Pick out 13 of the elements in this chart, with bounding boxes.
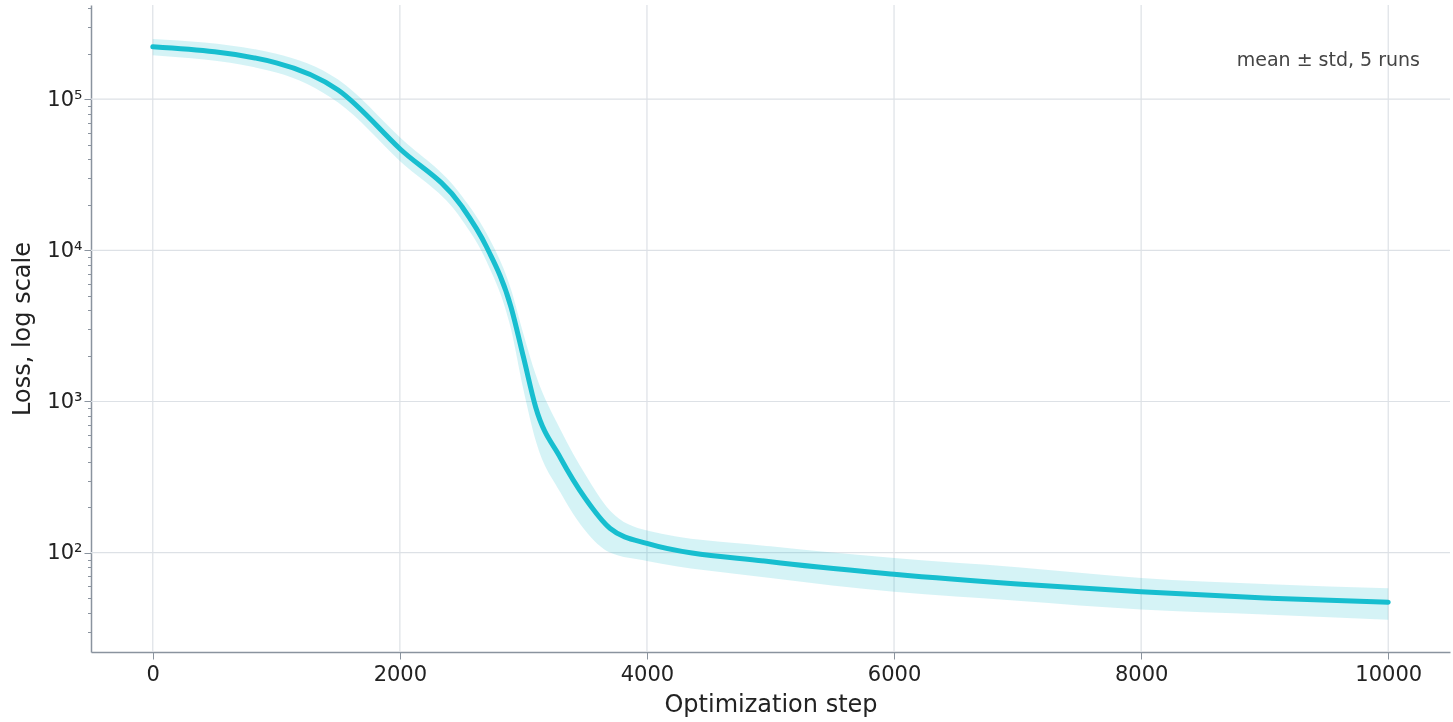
x-tick-label: 8000	[1114, 661, 1169, 686]
x-axis-title: Optimization step	[664, 689, 878, 718]
y-tick-label: 10²	[47, 540, 83, 565]
x-tick-label: 0	[146, 661, 160, 686]
y-axis-title: Loss, log scale	[8, 242, 37, 416]
x-tick-label: 10000	[1355, 661, 1423, 686]
x-tick-label: 6000	[867, 661, 922, 686]
y-tick-label: 10⁴	[47, 237, 83, 262]
y-tick-label: 10⁵	[47, 86, 83, 111]
y-tick-label: 10³	[47, 388, 83, 413]
x-tick-label: 2000	[373, 661, 428, 686]
x-tick-label: 4000	[620, 661, 675, 686]
annotation: mean ± std, 5 runs	[1236, 48, 1420, 70]
